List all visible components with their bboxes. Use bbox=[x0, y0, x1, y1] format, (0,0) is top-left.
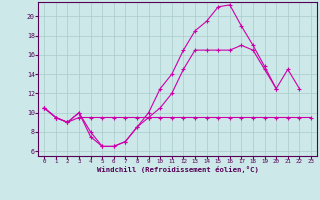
X-axis label: Windchill (Refroidissement éolien,°C): Windchill (Refroidissement éolien,°C) bbox=[97, 166, 259, 173]
